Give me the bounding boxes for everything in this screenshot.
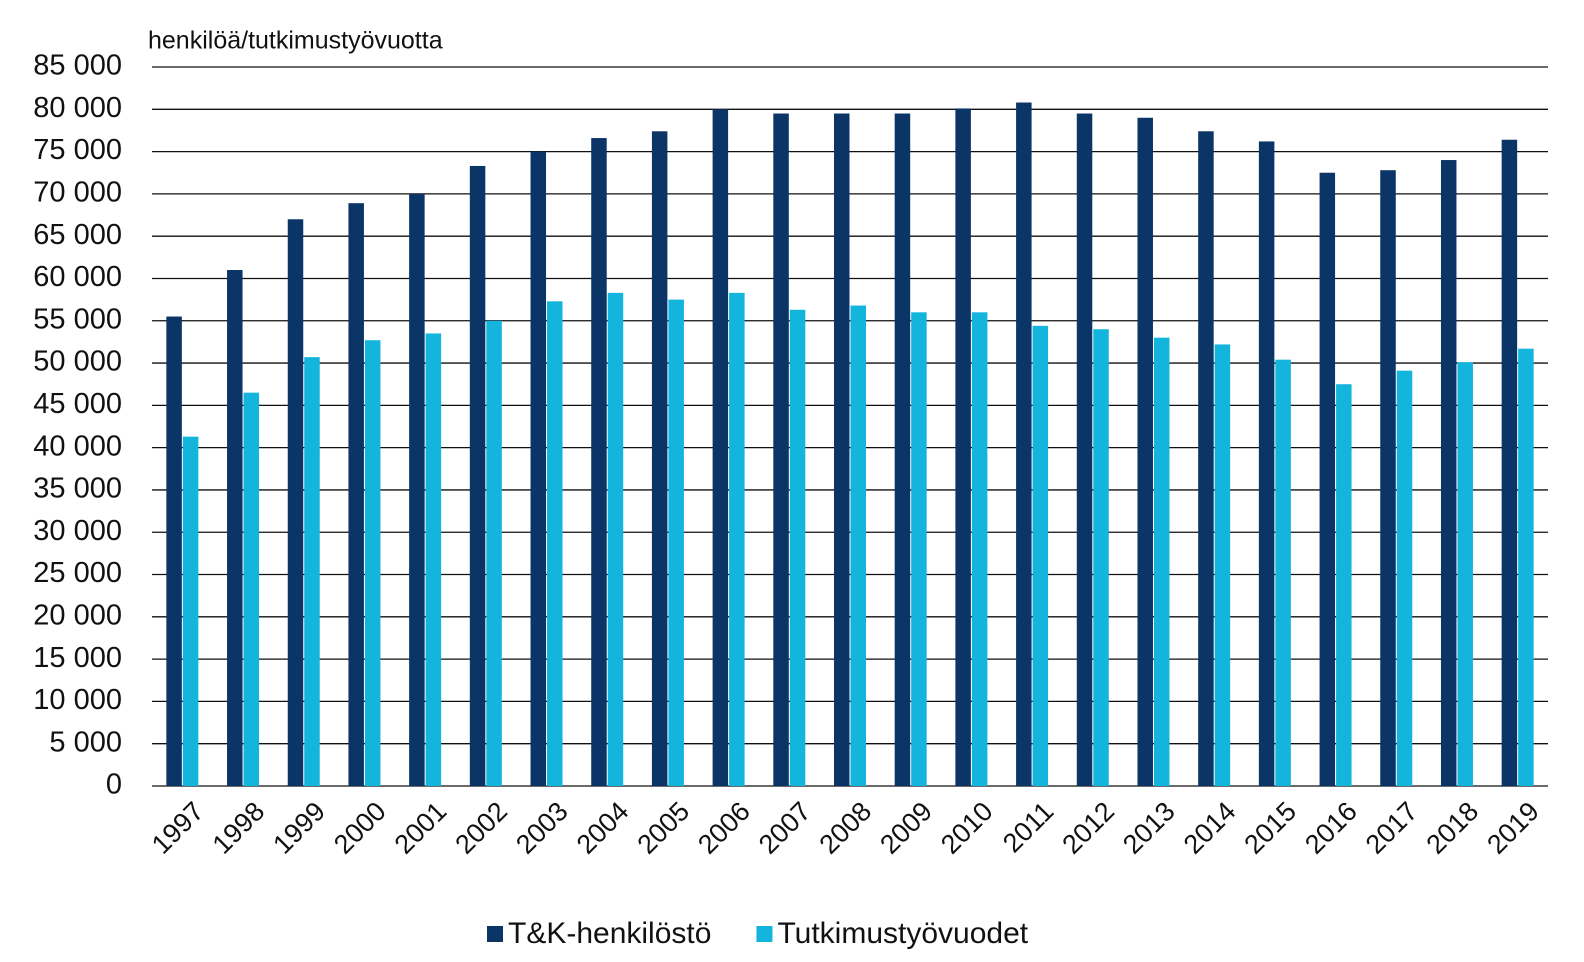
- bar: [166, 316, 182, 786]
- y-tick-label: 35 000: [33, 473, 122, 505]
- legend-swatch: [487, 926, 503, 942]
- bar: [182, 436, 199, 786]
- bar: [486, 320, 502, 786]
- y-tick-label: 55 000: [33, 303, 122, 335]
- bar: [1396, 370, 1413, 786]
- bar: [1198, 131, 1214, 787]
- bar: [348, 203, 364, 786]
- x-tick-label: 2016: [1299, 796, 1363, 860]
- y-tick-label: 65 000: [33, 219, 122, 251]
- y-tick-label: 60 000: [33, 261, 122, 293]
- x-tick-label: 2015: [1238, 796, 1302, 860]
- bar: [911, 312, 927, 786]
- y-tick-label: 25 000: [33, 557, 122, 589]
- y-axis-label: henkilöä/tutkimustyövuotta: [148, 27, 443, 55]
- bar: [304, 357, 320, 786]
- bar: [607, 292, 624, 786]
- y-tick-label: 45 000: [33, 388, 122, 420]
- bar: [1093, 329, 1109, 786]
- x-tick-label: 2003: [510, 796, 574, 860]
- bar: [227, 270, 243, 786]
- x-tick-label: 2017: [1360, 796, 1424, 860]
- bar: [834, 113, 850, 786]
- x-tick-label: 2012: [1056, 796, 1120, 860]
- bar: [1032, 325, 1049, 786]
- bar: [1319, 172, 1336, 786]
- x-tick-label: 2011: [997, 796, 1059, 858]
- x-tick-label: 2019: [1481, 796, 1545, 860]
- bar: [1153, 337, 1170, 786]
- bar: [287, 219, 304, 787]
- bar: [850, 305, 866, 786]
- x-tick-label: 2002: [449, 796, 513, 860]
- bar: [409, 193, 425, 787]
- bar: [1275, 359, 1291, 786]
- bar: [469, 165, 486, 786]
- bar: [425, 333, 442, 786]
- x-tick-label: 2010: [935, 796, 999, 860]
- bar: [591, 138, 607, 786]
- bar: [1258, 141, 1275, 787]
- bar: [651, 131, 668, 787]
- y-tick-label: 85 000: [33, 50, 122, 82]
- x-tick-label: 2006: [692, 796, 756, 860]
- y-tick-label: 0: [106, 769, 122, 801]
- bar: [1076, 113, 1093, 786]
- x-tick-label: 1999: [267, 796, 331, 860]
- bar: [1518, 348, 1534, 786]
- bar: [1501, 139, 1518, 787]
- x-tick-label: 2018: [1421, 796, 1485, 860]
- y-tick-label: 70 000: [33, 177, 122, 209]
- x-tick-label: 2001: [389, 796, 453, 860]
- bar: [1457, 362, 1473, 786]
- x-tick-label: 2005: [631, 796, 695, 860]
- x-tick-label: 2013: [1117, 796, 1181, 860]
- bar: [955, 108, 971, 786]
- y-tick-label: 30 000: [33, 515, 122, 547]
- x-tick-label: 2014: [1178, 796, 1242, 860]
- bar: [971, 312, 988, 786]
- x-tick-label: 2008: [814, 796, 878, 860]
- y-tick-label: 75 000: [33, 134, 122, 166]
- y-tick-label: 5 000: [49, 726, 122, 758]
- legend-label: T&K-henkilöstö: [508, 917, 711, 950]
- bar: [1137, 117, 1153, 787]
- x-tick-label: 2009: [874, 796, 938, 860]
- bar: [1214, 344, 1231, 786]
- bar: [364, 340, 381, 786]
- bar: [1440, 160, 1457, 786]
- y-tick-label: 20 000: [33, 599, 122, 631]
- y-tick-label: 10 000: [33, 684, 122, 716]
- bar: [729, 292, 745, 786]
- bar: [1336, 384, 1352, 786]
- bar: [789, 309, 806, 786]
- y-tick-label: 15 000: [33, 642, 122, 674]
- bar: [1016, 102, 1032, 787]
- y-tick-label: 40 000: [33, 430, 122, 462]
- x-tick-label: 1997: [146, 796, 210, 860]
- x-tick-label: 2007: [753, 796, 817, 860]
- bar: [547, 301, 563, 786]
- bar: [530, 151, 547, 786]
- bar: [773, 113, 789, 786]
- y-tick-label: 80 000: [33, 92, 122, 124]
- x-tick-label: 1998: [207, 796, 271, 860]
- legend-label: Tutkimustyövuodet: [777, 917, 1028, 950]
- x-tick-label: 2004: [571, 796, 635, 860]
- bar: [243, 392, 260, 786]
- x-tick-label: 2000: [328, 796, 392, 860]
- bar: [1380, 170, 1396, 787]
- bar: [712, 109, 729, 786]
- bar: [668, 299, 684, 786]
- legend-swatch: [756, 926, 773, 942]
- bar: [894, 113, 911, 786]
- y-tick-label: 50 000: [33, 346, 122, 378]
